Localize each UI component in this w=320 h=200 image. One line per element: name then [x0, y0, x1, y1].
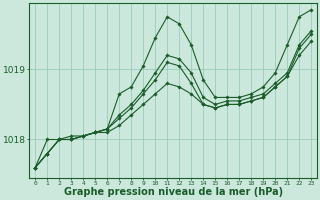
X-axis label: Graphe pression niveau de la mer (hPa): Graphe pression niveau de la mer (hPa)	[64, 187, 283, 197]
